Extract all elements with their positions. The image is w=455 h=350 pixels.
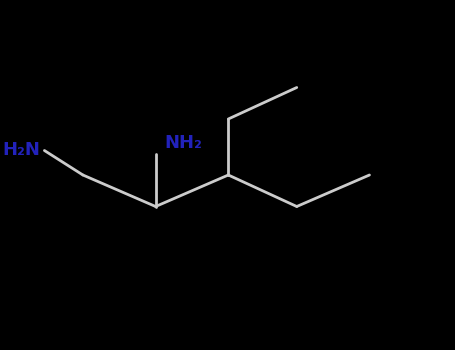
- Text: H₂N: H₂N: [2, 141, 40, 160]
- Text: NH₂: NH₂: [164, 134, 202, 152]
